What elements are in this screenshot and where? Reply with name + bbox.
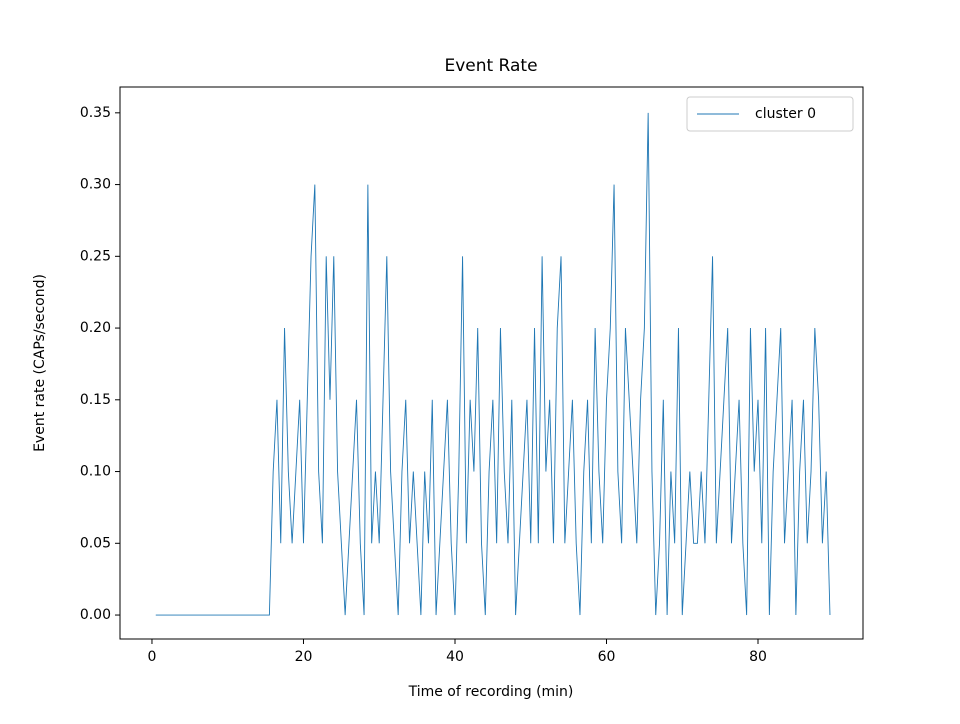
y-tick-label: 0.25	[80, 248, 111, 264]
x-tick-label: 20	[295, 649, 313, 665]
x-axis-label: Time of recording (min)	[408, 684, 574, 700]
y-tick-label: 0.15	[80, 392, 111, 408]
y-tick-label: 0.10	[80, 464, 111, 480]
x-tick-label: 60	[598, 649, 616, 665]
y-tick-label: 0.20	[80, 320, 111, 336]
y-tick-label: 0.00	[80, 607, 111, 623]
y-tick-label: 0.35	[80, 105, 111, 121]
y-tick-label: 0.05	[80, 535, 111, 551]
y-axis-label: Event rate (CAPs/second)	[32, 274, 48, 452]
data-line	[155, 112, 831, 616]
x-tick-label: 40	[446, 649, 464, 665]
legend-box	[686, 96, 854, 132]
plot-frame	[119, 86, 864, 640]
x-tick-label: 80	[749, 649, 767, 665]
chart-title: Event Rate	[444, 56, 537, 76]
y-tick-label: 0.30	[80, 177, 111, 193]
legend-label: cluster 0	[755, 106, 816, 122]
x-tick-label: 0	[148, 649, 157, 665]
